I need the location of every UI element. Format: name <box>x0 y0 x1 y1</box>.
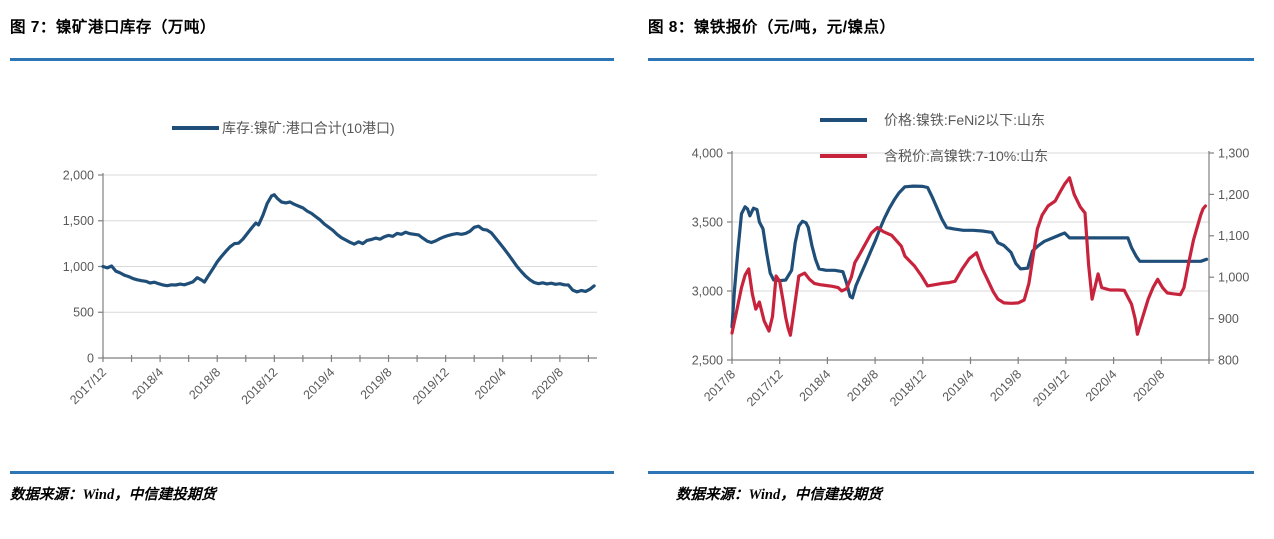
svg-text:2018/8: 2018/8 <box>844 367 881 404</box>
figure-7-title-rule <box>10 58 614 61</box>
svg-text:1,200: 1,200 <box>1218 188 1249 202</box>
gridlines <box>732 152 1209 292</box>
svg-text:2019/8: 2019/8 <box>358 365 395 402</box>
svg-text:2020/8: 2020/8 <box>1130 367 1167 404</box>
figure-7-panel: 图 7：镍矿港口库存（万吨） 0 500 1,000 1,500 2,000 2017/1… <box>0 0 624 504</box>
svg-text:1,000: 1,000 <box>1218 271 1249 285</box>
svg-text:2019/4: 2019/4 <box>940 367 977 404</box>
svg-text:1,500: 1,500 <box>63 214 94 228</box>
figure-8-line-chart: 2,500 3,000 3,500 4,000 800 900 1,000 1,100 1,20… <box>692 112 1250 409</box>
figure-8-footer-rule <box>648 471 1254 474</box>
series-line-1 <box>730 176 1208 337</box>
y-axis-tick-labels-right: 800 900 1,000 1,100 1,200 1,300 <box>1218 146 1249 367</box>
svg-text:1,000: 1,000 <box>63 260 94 274</box>
legend-label: 价格:镍铁:FeNi2以下:山东 <box>884 112 1045 128</box>
svg-text:2018/8: 2018/8 <box>186 365 223 402</box>
svg-text:1,300: 1,300 <box>1218 146 1249 160</box>
y-axis-tick-labels-left: 2,500 3,000 3,500 4,000 <box>692 146 723 367</box>
figure-8-source: 数据来源：Wind，中信建投期货 <box>676 487 882 503</box>
svg-text:2020/4: 2020/4 <box>472 365 509 402</box>
svg-text:800: 800 <box>1218 353 1239 367</box>
svg-text:2019/8: 2019/8 <box>987 367 1024 404</box>
y-axis-tick-labels-left: 0 500 1,000 1,500 2,000 <box>63 168 94 365</box>
svg-text:2018/4: 2018/4 <box>797 367 834 404</box>
svg-text:900: 900 <box>1218 312 1239 326</box>
gridlines <box>103 174 597 313</box>
x-axis-tick-labels: 2017/12 2018/4 2018/8 2018/12 2019/4 2019/8 20… <box>67 365 566 407</box>
svg-text:2017/8: 2017/8 <box>701 367 738 404</box>
svg-text:2019/12: 2019/12 <box>1030 367 1072 409</box>
svg-text:2019/4: 2019/4 <box>301 365 338 402</box>
legend-label: 库存:镍矿:港口合计(10港口) <box>222 120 395 136</box>
svg-text:2,000: 2,000 <box>63 168 94 182</box>
svg-text:2020/4: 2020/4 <box>1083 367 1120 404</box>
figure-7-title: 图 7：镍矿港口库存（万吨） <box>10 19 216 36</box>
figure-7-footer-rule <box>10 471 614 474</box>
svg-text:1,100: 1,100 <box>1218 229 1249 243</box>
svg-text:3,000: 3,000 <box>692 284 723 298</box>
svg-text:2017/12: 2017/12 <box>744 367 786 409</box>
axes <box>727 151 1214 364</box>
svg-text:3,500: 3,500 <box>692 215 723 229</box>
svg-text:4,000: 4,000 <box>692 146 723 160</box>
svg-text:2,500: 2,500 <box>692 353 723 367</box>
svg-text:2018/12: 2018/12 <box>887 367 929 409</box>
series-line-0 <box>730 184 1209 329</box>
svg-text:2017/12: 2017/12 <box>67 365 109 407</box>
figure-8-panel: 图 8：镍铁报价（元/吨，元/镍点） 2,500 3,000 3,500 4,000 8… <box>624 0 1274 504</box>
figure-8-title-rule <box>648 58 1254 61</box>
x-axis-tick-labels: 2017/8 2017/12 2018/4 2018/8 2018/12 2019/4 20… <box>701 367 1167 409</box>
svg-text:2018/4: 2018/4 <box>129 365 166 402</box>
svg-text:2019/12: 2019/12 <box>410 365 452 407</box>
figure-7-source: 数据来源：Wind，中信建投期货 <box>10 487 216 503</box>
svg-text:0: 0 <box>87 351 94 365</box>
axes <box>98 173 597 362</box>
legend-label: 含税价:高镍铁:7-10%:山东 <box>884 148 1048 164</box>
svg-text:500: 500 <box>73 306 94 320</box>
series-line-0 <box>101 193 596 294</box>
figure-8-title: 图 8：镍铁报价（元/吨，元/镍点） <box>648 19 896 36</box>
legend-item-1: 含税价:高镍铁:7-10%:山东 <box>820 148 1048 164</box>
report-figures-page: 图 7：镍矿港口库存（万吨） 0 500 1,000 1,500 2,000 2017/1… <box>0 0 1274 504</box>
legend-item-0: 库存:镍矿:港口合计(10港口) <box>172 120 395 136</box>
svg-text:2020/8: 2020/8 <box>529 365 566 402</box>
legend-item-0: 价格:镍铁:FeNi2以下:山东 <box>820 112 1045 128</box>
svg-text:2018/12: 2018/12 <box>239 365 281 407</box>
